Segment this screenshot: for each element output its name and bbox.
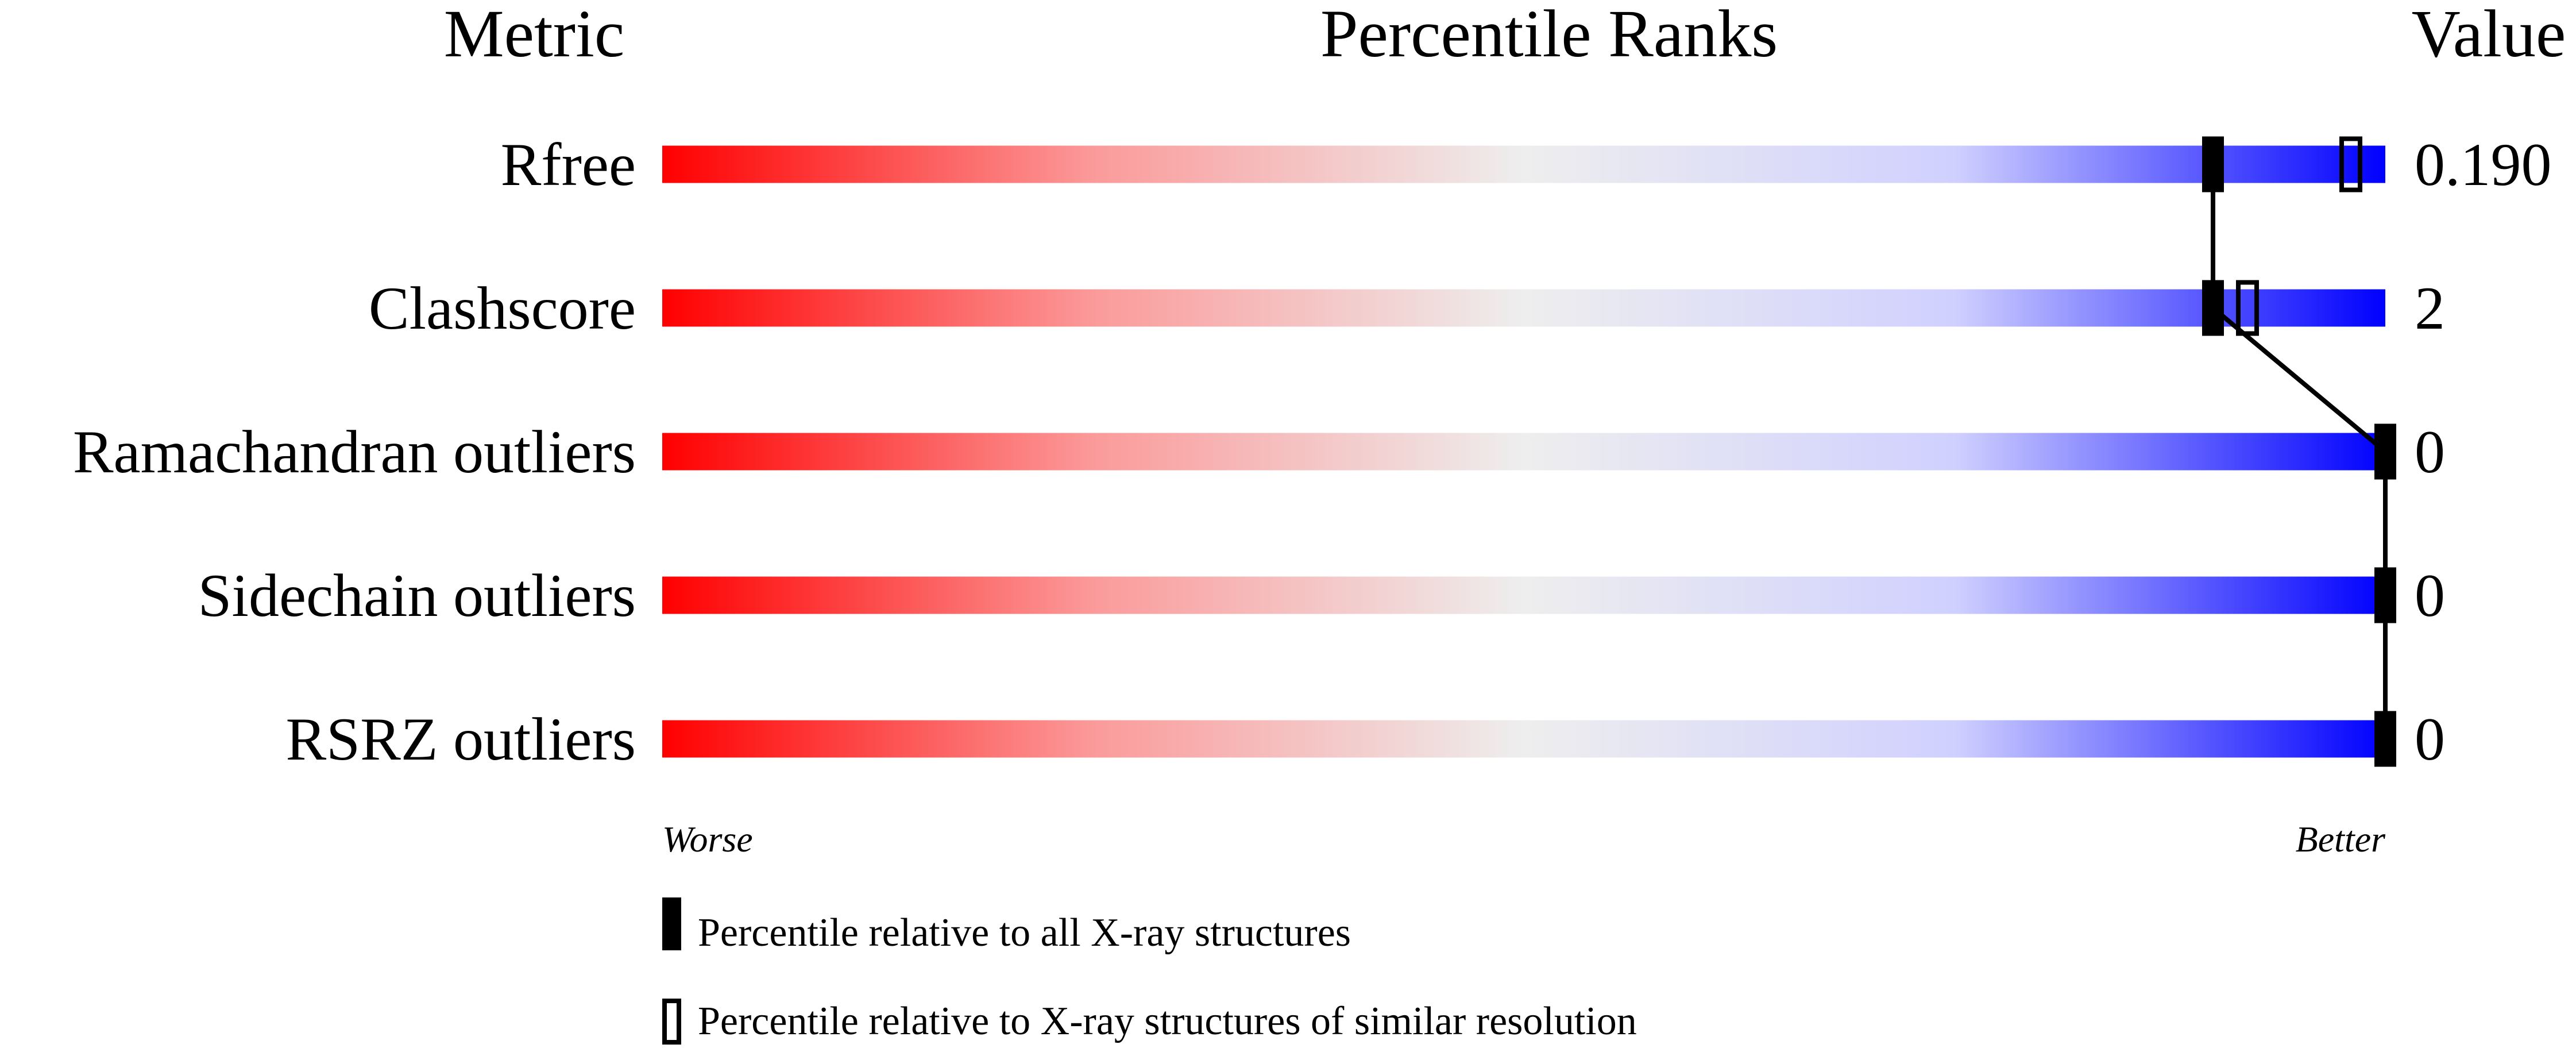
percentile-bar <box>662 576 2385 614</box>
metric-label: RSRZ outliers <box>285 706 636 773</box>
percentile-bar <box>662 433 2385 471</box>
similar-resolution-percentile-marker <box>2339 136 2362 192</box>
metric-label: Ramachandran outliers <box>73 418 636 486</box>
all-structures-percentile-marker <box>2202 280 2224 336</box>
better-label: Better <box>2296 819 2386 860</box>
percentile-bar <box>662 720 2385 758</box>
value-header: Value <box>2412 0 2566 71</box>
metric-value: 0 <box>2415 706 2445 773</box>
metric-value: 2 <box>2415 275 2445 342</box>
legend-similar-label: Percentile relative to X-ray structures … <box>698 999 1637 1043</box>
percentile-ranks-header: Percentile Ranks <box>1320 0 1778 71</box>
legend-filled-marker <box>662 897 681 950</box>
percentile-bar <box>662 145 2385 183</box>
all-structures-percentile-marker <box>2374 423 2396 480</box>
similar-resolution-percentile-marker <box>2236 280 2259 336</box>
worse-label: Worse <box>662 819 753 860</box>
metric-value: 0.190 <box>2415 131 2552 198</box>
metric-rows: Rfree 0.190 Clashscore 2 Ramachandran outlie… <box>73 131 2552 773</box>
metric-header: Metric <box>444 0 625 71</box>
legend-open-marker <box>662 999 681 1045</box>
percentile-bar <box>662 289 2385 327</box>
legend-all-label: Percentile relative to all X-ray structu… <box>698 911 1351 955</box>
metric-label: Sidechain outliers <box>198 562 636 629</box>
metric-value: 0 <box>2415 562 2445 629</box>
metric-value: 0 <box>2415 418 2445 486</box>
metric-label: Clashscore <box>369 275 636 342</box>
all-structures-percentile-marker <box>2374 567 2396 623</box>
all-structures-percentile-marker <box>2374 711 2396 767</box>
metric-label: Rfree <box>501 131 636 198</box>
all-structures-percentile-marker <box>2202 136 2224 192</box>
